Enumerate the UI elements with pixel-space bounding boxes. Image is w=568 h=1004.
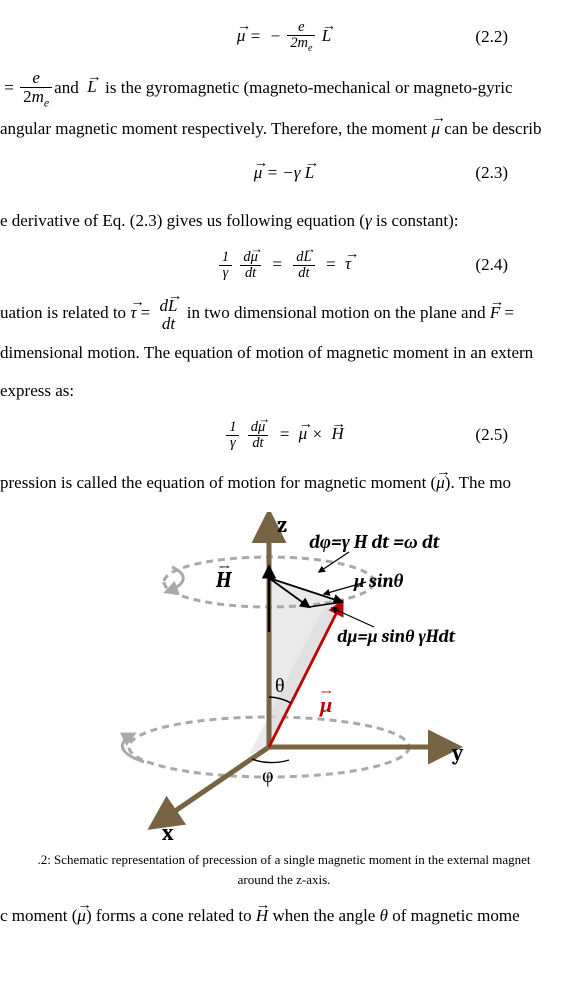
equation-2-4-number: (2.4) xyxy=(475,255,508,275)
para-4: uation is related to →τ = d→Ldt in two d… xyxy=(0,296,568,332)
para-2: angular magnetic moment respectively. Th… xyxy=(0,112,568,146)
axis-z-label: z xyxy=(277,512,287,538)
equation-2-3: →μ = −γ →L (2.3) xyxy=(0,156,568,190)
para-6: express as: xyxy=(0,374,568,408)
axis-y-label: y xyxy=(451,740,464,766)
figure-2-2: z y x H → μ → θ φ dφ=γ H dt =ω dt μ sinθ… xyxy=(0,512,568,842)
para-3: e derivative of Eq. (2.3) gives us follo… xyxy=(0,204,568,238)
precession-diagram: z y x H → μ → θ φ dφ=γ H dt =ω dt μ sinθ… xyxy=(94,512,474,842)
dphi-label: dφ=γ H dt =ω dt xyxy=(309,531,441,553)
dmu-label: dμ=μ sinθ γHdt xyxy=(337,626,456,647)
equation-2-2: →μ = − e2me →L (2.2) xyxy=(0,20,568,55)
figure-caption: .2: Schematic representation of precessi… xyxy=(10,850,558,889)
equation-2-5: 1γ d→μdt = →μ × →H (2.5) xyxy=(0,418,568,452)
vector-H-label: H → xyxy=(215,559,236,593)
caption-line-2: around the z-axis. xyxy=(238,872,331,887)
equation-2-3-body: →μ = −γ →L xyxy=(254,163,314,183)
equation-2-2-number: (2.2) xyxy=(475,27,508,47)
equation-2-4: 1γ d→μdt = d→Ldt = →τ (2.4) xyxy=(0,248,568,282)
vector-mu-label: μ → xyxy=(319,684,337,718)
musin-label: μ sinθ xyxy=(353,570,404,592)
para-8: c moment (→μ) forms a cone related to →H… xyxy=(0,899,568,933)
para-5: dimensional motion. The equation of moti… xyxy=(0,336,568,370)
page: →μ = − e2me →L (2.2) = e2meand →L is the… xyxy=(0,0,568,947)
phi-label: φ xyxy=(262,764,274,787)
theta-label: θ xyxy=(275,674,285,697)
equation-2-5-number: (2.5) xyxy=(475,425,508,445)
para-1: = e2meand →L is the gyromagnetic (magnet… xyxy=(0,69,568,109)
equation-2-4-body: 1γ d→μdt = d→Ldt = →τ xyxy=(217,250,351,281)
caption-line-1: .2: Schematic representation of precessi… xyxy=(37,852,530,867)
equation-2-3-number: (2.3) xyxy=(475,163,508,183)
equation-2-2-body: →μ = − e2me →L xyxy=(237,20,331,55)
equation-2-5-body: 1γ d→μdt = →μ × →H xyxy=(224,420,343,451)
para-7: pression is called the equation of motio… xyxy=(0,466,568,500)
axis-x-label: x xyxy=(162,820,174,842)
